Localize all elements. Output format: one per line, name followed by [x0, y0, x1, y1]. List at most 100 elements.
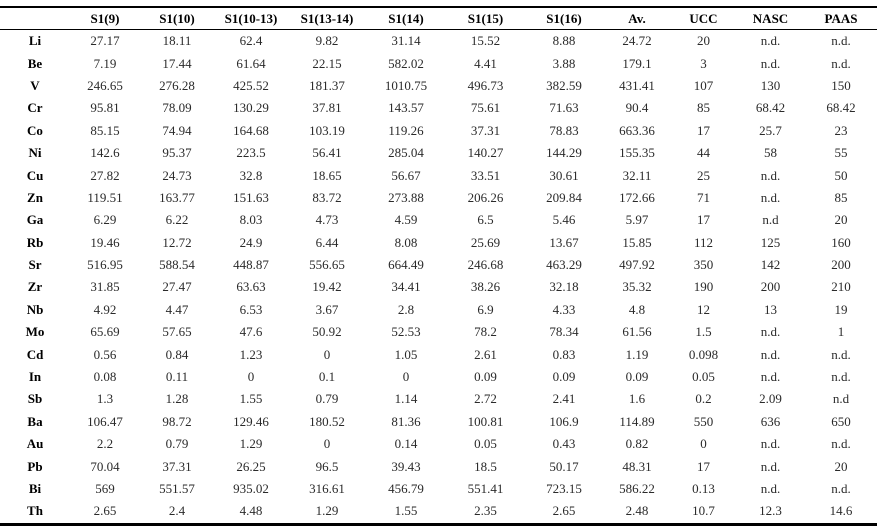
- column-header: UCC: [671, 7, 736, 30]
- value-cell: 2.2: [96, 436, 114, 452]
- table-row: Nb 4.92 4.47 6.53 3.67 2.8 6.9 4.33 4.8 12 13 19: [0, 299, 877, 321]
- value-cell: 15.85: [622, 234, 652, 250]
- value-cell: 1.5: [695, 324, 712, 340]
- column-header: S1(9): [70, 7, 140, 30]
- value-cell: 0.79: [315, 391, 339, 407]
- value-cell: 2.35: [474, 503, 497, 519]
- value-cell: 20: [834, 212, 848, 228]
- value-cell: 125: [760, 234, 781, 250]
- value-cell: 2.65: [93, 503, 117, 519]
- table-row: Zn 119.51 163.77 151.63 83.72 273.88 206.26 209…: [0, 187, 877, 209]
- value-cell: 17: [697, 458, 710, 474]
- value-cell: 160: [831, 234, 851, 250]
- value-cell: 7.19: [93, 55, 117, 71]
- element-label: Sb: [27, 391, 43, 407]
- column-header: S1(10-13): [214, 7, 288, 30]
- value-cell: 0.79: [165, 436, 189, 452]
- value-cell: 78.83: [549, 122, 579, 138]
- value-cell: 456.79: [388, 481, 424, 496]
- value-cell: 1.55: [239, 391, 263, 407]
- value-cell: 6.22: [165, 212, 189, 228]
- value-cell: 4.48: [239, 503, 263, 519]
- value-cell: 276.28: [159, 77, 195, 93]
- value-cell: n.d.: [760, 436, 781, 452]
- value-cell: 25.7: [759, 122, 782, 138]
- value-cell: 0.098: [688, 346, 719, 362]
- value-cell: 636: [760, 413, 781, 429]
- table-row: Th 2.65 2.4 4.48 1.29 1.55 2.35 2.65 2.48 10.7 12.…: [0, 500, 877, 524]
- value-cell: 85: [697, 100, 710, 116]
- value-cell: 4.41: [474, 55, 497, 71]
- value-cell: 425.52: [233, 77, 269, 93]
- value-cell: 35.32: [622, 279, 652, 295]
- value-cell: 1: [837, 324, 845, 340]
- value-cell: 723.15: [546, 481, 582, 496]
- value-cell: 25: [697, 167, 710, 183]
- value-cell: 2.72: [474, 391, 497, 407]
- value-cell: 551.41: [467, 481, 504, 496]
- value-cell: 0.2: [695, 391, 712, 407]
- table-row: Be 7.19 17.44 61.64 22.15 582.02 4.41 3.88 179.1…: [0, 52, 877, 74]
- value-cell: 2.4: [168, 503, 186, 519]
- value-cell: 246.68: [467, 257, 504, 273]
- value-cell: 1.19: [625, 346, 649, 362]
- table-row: Au 2.2 0.79 1.29 0 0.14 0.05 0.43 0.82 0 n.d. n.d.: [0, 433, 877, 455]
- value-cell: n.d.: [831, 33, 851, 49]
- value-cell: 516.95: [87, 257, 123, 273]
- value-cell: 5.46: [552, 212, 576, 228]
- table-row: Mo 65.69 57.65 47.6 50.92 52.53 78.2 78.34 61.56…: [0, 321, 877, 343]
- value-cell: 0.84: [165, 346, 189, 362]
- value-cell: n.d.: [831, 436, 851, 452]
- value-cell: n.d.: [760, 189, 781, 205]
- value-cell: 0: [402, 369, 410, 385]
- value-cell: 78.2: [474, 324, 497, 340]
- value-cell: 50.17: [549, 458, 579, 474]
- value-cell: 0.09: [474, 369, 497, 385]
- column-header: Av.: [603, 7, 671, 30]
- value-cell: 19: [834, 301, 848, 317]
- value-cell: 448.87: [233, 257, 269, 273]
- value-cell: 58: [764, 145, 777, 161]
- value-cell: 1.29: [239, 436, 263, 452]
- value-cell: 181.37: [309, 77, 345, 93]
- value-cell: 350: [693, 257, 714, 273]
- table-header: S1(9) S1(10) S1(10-13) S1(13-14) S1(14) S1(15…: [0, 7, 877, 30]
- value-cell: 55: [834, 145, 848, 161]
- value-cell: 24.9: [239, 234, 263, 250]
- value-cell: 81.36: [391, 413, 421, 429]
- value-cell: 19.46: [90, 234, 120, 250]
- table-row: In 0.08 0.11 0 0.1 0 0.09 0.09 0.09 0.05 n.d. n.d.: [0, 366, 877, 388]
- value-cell: 20: [834, 458, 848, 474]
- value-cell: 38.26: [470, 279, 501, 295]
- element-label: Rb: [26, 234, 44, 250]
- value-cell: 496.73: [467, 77, 504, 93]
- value-cell: 1.29: [315, 503, 339, 519]
- value-cell: n.d.: [760, 346, 781, 362]
- value-cell: 96.5: [315, 458, 339, 474]
- value-cell: 3.88: [552, 55, 576, 71]
- value-cell: 19.42: [312, 279, 342, 295]
- value-cell: 0.08: [93, 369, 117, 385]
- table-row: Cr 95.81 78.09 130.29 37.81 143.57 75.61 71.63 9…: [0, 97, 877, 119]
- value-cell: 6.9: [477, 301, 494, 317]
- value-cell: 0.43: [552, 436, 576, 452]
- value-cell: 209.84: [546, 189, 582, 205]
- value-cell: n.d: [832, 391, 850, 407]
- value-cell: 63.63: [236, 279, 266, 295]
- element-label: Be: [27, 55, 43, 71]
- value-cell: 164.68: [233, 122, 269, 138]
- value-cell: 0: [247, 369, 255, 385]
- value-cell: 119.51: [87, 189, 123, 205]
- value-cell: 24.72: [622, 33, 652, 49]
- value-cell: 0.83: [552, 346, 576, 362]
- value-cell: 382.59: [546, 77, 582, 93]
- value-cell: 1.3: [96, 391, 114, 407]
- value-cell: 78.34: [549, 324, 579, 340]
- element-label: Zr: [27, 279, 43, 295]
- value-cell: 1.55: [394, 503, 418, 519]
- value-cell: 30.61: [549, 167, 579, 183]
- value-cell: 551.57: [159, 481, 195, 496]
- value-cell: 1.6: [628, 391, 646, 407]
- value-cell: 4.33: [552, 301, 576, 317]
- element-label: Zn: [27, 189, 43, 205]
